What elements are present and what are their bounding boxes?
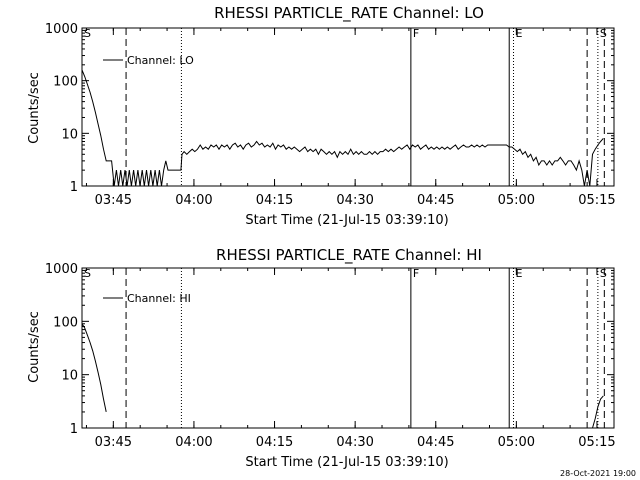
- chart-panel-lo: RHESSI PARTICLE_RATE Channel: LO Counts/…: [27, 4, 616, 228]
- y-axis-label: Counts/sec: [27, 72, 42, 144]
- x-tick-label: 05:15: [578, 193, 615, 208]
- x-tick-label: 05:15: [578, 435, 615, 450]
- x-tick-label: 03:45: [95, 193, 132, 208]
- legend: Channel: HI: [103, 292, 191, 305]
- event-marker-label: E: [516, 267, 523, 280]
- y-tick-label: 1: [70, 180, 78, 195]
- x-tick-label: 04:00: [175, 193, 212, 208]
- y-tick-label: 100: [53, 315, 78, 330]
- event-marker-label: E: [516, 27, 523, 40]
- x-tick-label: 04:45: [417, 435, 454, 450]
- x-tick-label: 04:15: [256, 435, 293, 450]
- x-tick-label: 05:00: [498, 435, 535, 450]
- x-tick-label: 05:00: [498, 193, 535, 208]
- y-tick-label: 1000: [45, 22, 78, 37]
- x-tick-label: 04:30: [336, 193, 373, 208]
- plot-frame: [81, 27, 615, 187]
- legend: Channel: LO: [103, 54, 194, 67]
- x-tick-label: 04:30: [336, 435, 373, 450]
- y-tick-label: 10: [61, 369, 78, 384]
- event-marker-label: S: [600, 267, 607, 280]
- x-tick-label: 03:45: [95, 435, 132, 450]
- series-line: [81, 323, 107, 413]
- event-marker-label: F: [413, 267, 419, 280]
- chart-title: RHESSI PARTICLE_RATE Channel: LO: [214, 4, 484, 23]
- y-ticks: 1 10 100 1000: [45, 262, 614, 437]
- y-tick-label: 10: [61, 127, 78, 142]
- chart-panel-hi: RHESSI PARTICLE_RATE Channel: HI Counts/…: [27, 246, 616, 470]
- legend-label: Channel: LO: [127, 54, 194, 67]
- x-ticks: 03:45 04:00 04:15 04:30 04:45 05:00 05:15: [85, 268, 616, 450]
- event-marker-label: S: [600, 27, 607, 40]
- x-axis-label: Start Time (21-Jul-15 03:39:10): [245, 213, 448, 228]
- y-tick-label: 1000: [45, 262, 78, 277]
- series-line: [81, 69, 604, 187]
- x-tick-label: 04:00: [175, 435, 212, 450]
- y-tick-label: 100: [53, 75, 78, 90]
- event-marker-label: S: [84, 27, 91, 40]
- y-tick-label: 1: [70, 422, 78, 437]
- series-line: [592, 395, 604, 429]
- event-marker-label: F: [413, 27, 419, 40]
- marker-lines: [125, 28, 605, 186]
- y-axis-label: Counts/sec: [27, 311, 42, 383]
- x-tick-label: 04:15: [256, 193, 293, 208]
- x-axis-label: Start Time (21-Jul-15 03:39:10): [245, 455, 448, 470]
- x-tick-label: 04:45: [417, 193, 454, 208]
- plot-frame: [81, 267, 615, 429]
- series-group: [81, 323, 604, 429]
- footer-timestamp: 28-Oct-2021 19:00: [560, 469, 636, 478]
- x-ticks: 03:45 04:00 04:15 04:30 04:45 05:00 05:15: [85, 28, 616, 208]
- legend-label: Channel: HI: [127, 292, 191, 305]
- marker-lines: [125, 268, 605, 428]
- y-ticks: 1 10 100 1000: [45, 22, 614, 195]
- series-group: [81, 69, 604, 187]
- chart-title: RHESSI PARTICLE_RATE Channel: HI: [216, 246, 482, 265]
- event-marker-label: S: [84, 267, 91, 280]
